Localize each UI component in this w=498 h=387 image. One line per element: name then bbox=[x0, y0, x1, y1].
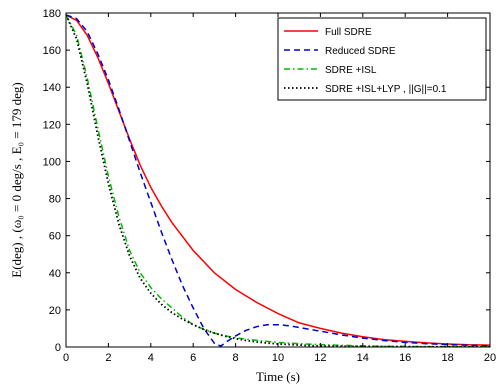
y-axis-title: E(deg) , (ω₀ = 0 deg/s , E₀ = 179 deg) bbox=[9, 82, 24, 277]
x-tick-label: 18 bbox=[441, 352, 453, 364]
x-tick-label: 14 bbox=[357, 352, 369, 364]
x-tick-label: 20 bbox=[484, 352, 496, 364]
series-line-reduced-sdre bbox=[66, 14, 490, 347]
y-tick-label: 100 bbox=[43, 156, 61, 168]
y-tick-label: 40 bbox=[49, 268, 61, 280]
y-tick-label: 20 bbox=[49, 305, 61, 317]
legend-label-sdre-isl: SDRE +ISL bbox=[325, 65, 377, 76]
x-tick-label: 8 bbox=[233, 352, 239, 364]
y-tick-label: 180 bbox=[43, 8, 61, 20]
x-tick-label: 2 bbox=[105, 352, 111, 364]
x-tick-label: 16 bbox=[399, 352, 411, 364]
y-tick-label: 80 bbox=[49, 194, 61, 206]
x-tick-label: 10 bbox=[272, 352, 284, 364]
legend-label-reduced-sdre: Reduced SDRE bbox=[325, 46, 396, 57]
legend: Full SDRE Reduced SDRE SDRE +ISL SDRE +ISL+… bbox=[277, 17, 487, 101]
y-tick-label: 160 bbox=[43, 45, 61, 57]
legend-items: Full SDRE Reduced SDRE SDRE +ISL SDRE +ISL+… bbox=[284, 27, 447, 95]
series-line-full-sdre bbox=[66, 14, 490, 346]
x-tick-label: 12 bbox=[314, 352, 326, 364]
tick-layer: 0 2 4 6 8 10 12 14 16 18 20 0 20 40 60 80 100 120 140 160 18… bbox=[43, 8, 496, 364]
y-tick-label: 0 bbox=[55, 342, 61, 354]
legend-label-sdre-isl-lyp-g-0-1: SDRE +ISL+LYP , ||G||=0.1 bbox=[325, 84, 447, 95]
x-axis-title: Time (s) bbox=[256, 369, 300, 384]
series-layer bbox=[66, 14, 490, 347]
y-tick-label: 140 bbox=[43, 82, 61, 94]
y-tick-label: 60 bbox=[49, 231, 61, 243]
y-tick-label: 120 bbox=[43, 119, 61, 131]
series-line-sdre-isl-lyp-g-0-1 bbox=[66, 14, 490, 347]
x-tick-label: 6 bbox=[190, 352, 196, 364]
x-tick-label: 0 bbox=[63, 352, 69, 364]
x-tick-label: 4 bbox=[148, 352, 154, 364]
legend-label-full-sdre: Full SDRE bbox=[325, 27, 372, 38]
